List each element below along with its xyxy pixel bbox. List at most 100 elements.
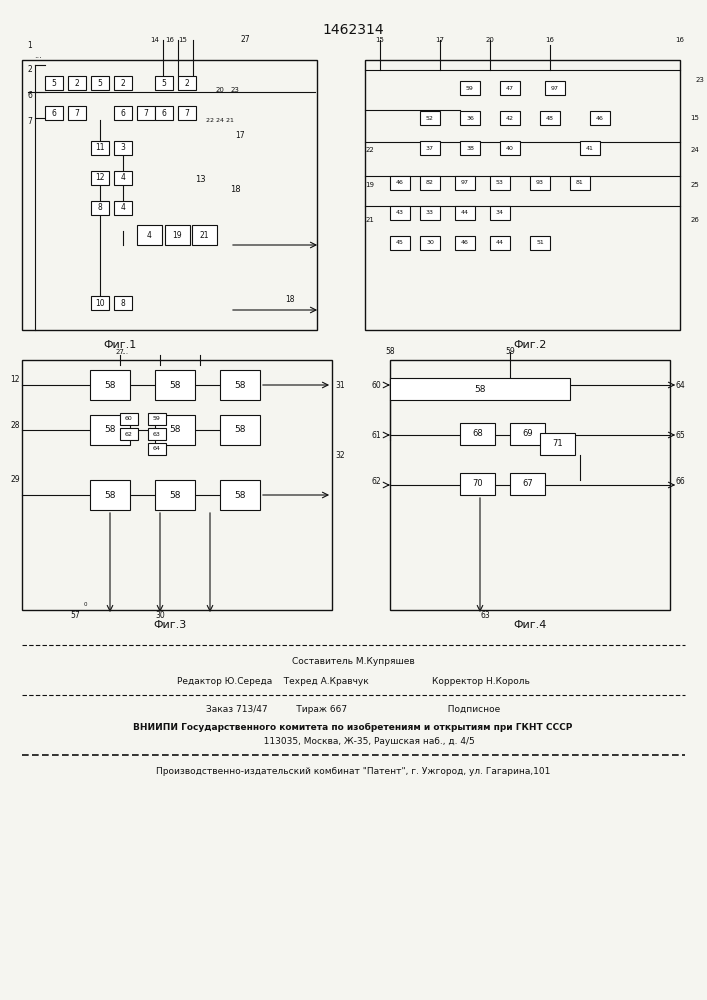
FancyBboxPatch shape xyxy=(148,428,166,440)
FancyBboxPatch shape xyxy=(114,106,132,120)
Text: 65: 65 xyxy=(675,430,685,440)
Text: 62: 62 xyxy=(125,432,133,436)
FancyBboxPatch shape xyxy=(120,413,138,425)
Text: 19: 19 xyxy=(173,231,182,239)
FancyBboxPatch shape xyxy=(68,106,86,120)
FancyBboxPatch shape xyxy=(178,106,196,120)
Text: 45: 45 xyxy=(396,240,404,245)
Text: 16: 16 xyxy=(675,37,684,43)
Text: 15: 15 xyxy=(691,115,699,121)
Text: Редактор Ю.Середа    Техред А.Кравчук                      Корректор Н.Король: Редактор Ю.Середа Техред А.Кравчук Корре… xyxy=(177,678,530,686)
FancyBboxPatch shape xyxy=(220,415,260,445)
FancyBboxPatch shape xyxy=(545,81,565,95)
Text: 62: 62 xyxy=(371,478,381,487)
Text: 58: 58 xyxy=(169,490,181,499)
FancyBboxPatch shape xyxy=(490,176,510,190)
FancyBboxPatch shape xyxy=(460,111,480,125)
Text: Фиг.3: Фиг.3 xyxy=(153,620,187,630)
Text: 60: 60 xyxy=(371,380,381,389)
FancyBboxPatch shape xyxy=(460,81,480,95)
Text: 4: 4 xyxy=(121,204,125,213)
Text: 22 24 21: 22 24 21 xyxy=(206,117,234,122)
FancyBboxPatch shape xyxy=(155,76,173,90)
Text: 3: 3 xyxy=(121,143,125,152)
FancyBboxPatch shape xyxy=(91,201,109,215)
FancyBboxPatch shape xyxy=(91,141,109,155)
FancyBboxPatch shape xyxy=(45,76,63,90)
Text: 63: 63 xyxy=(480,610,490,619)
Text: 2: 2 xyxy=(185,79,189,88)
Text: 63: 63 xyxy=(153,432,161,436)
Text: 68: 68 xyxy=(472,430,483,438)
Text: 6: 6 xyxy=(121,108,125,117)
Text: Фиг.1: Фиг.1 xyxy=(103,340,136,350)
Text: 47: 47 xyxy=(506,86,514,91)
Text: 36: 36 xyxy=(466,115,474,120)
Text: 0: 0 xyxy=(83,602,87,607)
Text: 43: 43 xyxy=(396,211,404,216)
Text: 58: 58 xyxy=(234,426,246,434)
Text: 7: 7 xyxy=(144,108,148,117)
Text: 20: 20 xyxy=(216,87,224,93)
Text: 15: 15 xyxy=(375,37,385,43)
Text: 14: 14 xyxy=(151,37,160,43)
FancyBboxPatch shape xyxy=(390,236,410,250)
Text: 52: 52 xyxy=(426,115,434,120)
Text: 23: 23 xyxy=(696,77,704,83)
FancyBboxPatch shape xyxy=(530,176,550,190)
FancyBboxPatch shape xyxy=(490,236,510,250)
Text: 2: 2 xyxy=(28,66,33,75)
FancyBboxPatch shape xyxy=(530,236,550,250)
Text: 41: 41 xyxy=(586,145,594,150)
Text: 42: 42 xyxy=(506,115,514,120)
FancyBboxPatch shape xyxy=(155,106,173,120)
Text: 57: 57 xyxy=(70,610,80,619)
FancyBboxPatch shape xyxy=(390,206,410,220)
Text: 58: 58 xyxy=(104,490,116,499)
FancyBboxPatch shape xyxy=(90,480,130,510)
Text: Фиг.4: Фиг.4 xyxy=(513,620,547,630)
Text: 44: 44 xyxy=(496,240,504,245)
Text: 27: 27 xyxy=(240,35,250,44)
FancyBboxPatch shape xyxy=(455,206,475,220)
FancyBboxPatch shape xyxy=(455,236,475,250)
FancyBboxPatch shape xyxy=(580,141,600,155)
Text: 7: 7 xyxy=(185,108,189,117)
FancyBboxPatch shape xyxy=(460,473,495,495)
FancyBboxPatch shape xyxy=(91,296,109,310)
FancyBboxPatch shape xyxy=(420,206,440,220)
Text: 97: 97 xyxy=(461,180,469,186)
Text: 6: 6 xyxy=(28,91,33,100)
FancyBboxPatch shape xyxy=(45,106,63,120)
Text: 82: 82 xyxy=(426,180,434,186)
Text: 12: 12 xyxy=(10,375,20,384)
FancyBboxPatch shape xyxy=(220,370,260,400)
FancyBboxPatch shape xyxy=(490,206,510,220)
Text: 48: 48 xyxy=(546,115,554,120)
Text: 60: 60 xyxy=(125,416,133,422)
Text: 13: 13 xyxy=(194,176,205,184)
FancyBboxPatch shape xyxy=(148,413,166,425)
FancyBboxPatch shape xyxy=(155,370,195,400)
FancyBboxPatch shape xyxy=(148,443,166,455)
Text: 51: 51 xyxy=(536,240,544,245)
Text: 69: 69 xyxy=(522,430,533,438)
Text: 59: 59 xyxy=(466,86,474,91)
Text: 17: 17 xyxy=(235,130,245,139)
Text: 11: 11 xyxy=(95,143,105,152)
Text: 37: 37 xyxy=(426,145,434,150)
Text: 70: 70 xyxy=(472,480,483,488)
FancyBboxPatch shape xyxy=(178,76,196,90)
Text: 26: 26 xyxy=(691,217,699,223)
Text: 4: 4 xyxy=(147,231,152,239)
FancyBboxPatch shape xyxy=(510,473,545,495)
Text: 28: 28 xyxy=(10,420,20,430)
FancyBboxPatch shape xyxy=(540,433,575,455)
FancyBboxPatch shape xyxy=(137,225,162,245)
Text: 58: 58 xyxy=(474,384,486,393)
FancyBboxPatch shape xyxy=(455,176,475,190)
Text: 1462314: 1462314 xyxy=(322,23,384,37)
Text: 4: 4 xyxy=(121,174,125,182)
Text: 29: 29 xyxy=(10,476,20,485)
Text: 2: 2 xyxy=(121,79,125,88)
